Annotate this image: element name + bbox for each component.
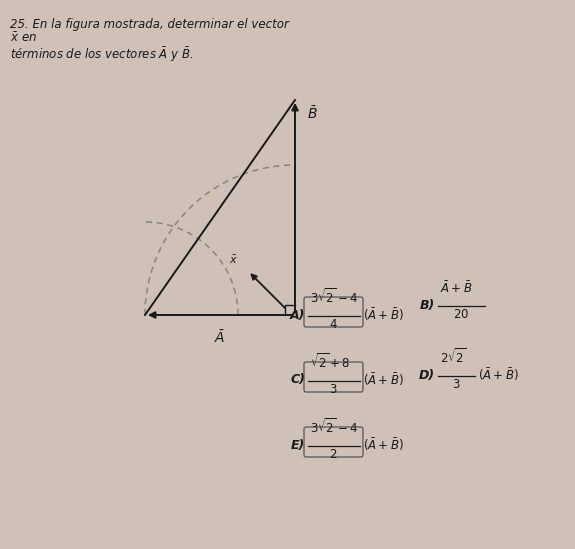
Text: $\bar{A}+\bar{B}$: $\bar{A}+\bar{B}$ (440, 281, 473, 296)
Text: $3$: $3$ (452, 378, 460, 391)
Text: $3\sqrt{2}-4$: $3\sqrt{2}-4$ (310, 417, 358, 436)
Text: $(\bar{A}+\bar{B})$: $(\bar{A}+\bar{B})$ (363, 437, 404, 453)
Text: A): A) (290, 309, 305, 322)
Text: $\bar{x}$: $\bar{x}$ (229, 254, 238, 266)
Text: $4$: $4$ (328, 318, 338, 331)
Text: $2\sqrt{2}$: $2\sqrt{2}$ (440, 347, 467, 366)
Text: $3\sqrt{2}-4$: $3\sqrt{2}-4$ (310, 287, 358, 306)
Text: $(\bar{A}+\bar{B})$: $(\bar{A}+\bar{B})$ (363, 307, 404, 323)
Text: C): C) (290, 373, 305, 386)
Text: $(\bar{A}+\bar{B})$: $(\bar{A}+\bar{B})$ (478, 367, 519, 383)
Text: $\sqrt{2}+8$: $\sqrt{2}+8$ (310, 352, 350, 371)
Text: $\bar{x}$ en: $\bar{x}$ en (10, 32, 37, 46)
Text: B): B) (420, 299, 435, 311)
Text: $3$: $3$ (329, 383, 338, 396)
Text: $20$: $20$ (453, 308, 469, 321)
Text: $(\bar{A}+\bar{B})$: $(\bar{A}+\bar{B})$ (363, 372, 404, 388)
Text: términos de los vectores $\bar{A}$ y $\bar{B}$.: términos de los vectores $\bar{A}$ y $\b… (10, 46, 194, 64)
Text: E): E) (291, 439, 305, 451)
Text: $\bar{B}$: $\bar{B}$ (307, 105, 317, 122)
Text: D): D) (419, 368, 435, 382)
Text: 25. En la figura mostrada, determinar el vector: 25. En la figura mostrada, determinar el… (10, 18, 289, 31)
Text: $\bar{A}$: $\bar{A}$ (214, 329, 225, 346)
Text: $2$: $2$ (329, 448, 337, 461)
